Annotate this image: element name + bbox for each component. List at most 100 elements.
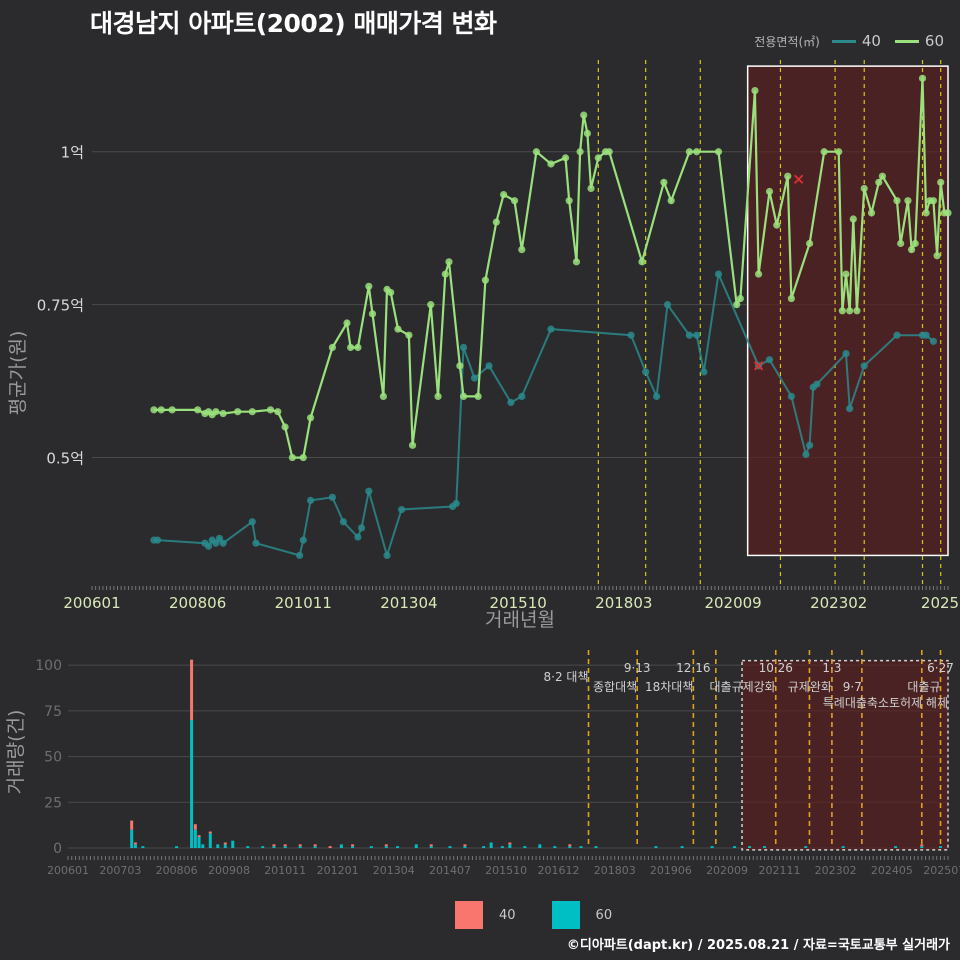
price-cross-marker [794,174,804,184]
volume-bar-40 [384,844,388,847]
price-point-60 [532,148,540,156]
volume-bar-40 [313,844,317,847]
volume-bar-60 [414,844,418,848]
source-caption: ©디아파트(dapt.kr) / 2025.08.21 / 자료=국토교통부 실… [566,938,950,953]
volume-event-date: 6·27 [927,661,954,675]
price-point-60 [594,154,602,162]
volume-event-date: 12·16 [676,661,710,675]
volume-x-tick-label: 201201 [317,864,359,877]
volume-bar-60 [579,846,583,848]
price-point-40 [219,539,227,547]
price-point-60 [234,408,242,416]
price-point-60 [846,307,854,315]
price-point-40 [765,356,774,364]
price-point-40 [922,331,930,339]
price-point-40 [398,505,406,514]
price-point-60 [929,197,938,205]
legend-box-60 [551,901,580,929]
volume-x-tick-label: 201510 [485,864,527,877]
price-point-60 [434,392,442,400]
volume-bar-60 [216,844,220,848]
legend-box-40 [455,901,483,929]
legend-volume: 40 60 [455,901,640,929]
price-point-60 [394,325,402,333]
volume-bar-60 [261,846,265,848]
price-point-60 [168,406,176,414]
volume-highlight-region [741,659,949,851]
volume-bar-60 [351,846,355,848]
volume-bar-60 [298,846,302,848]
price-point-60 [510,197,519,205]
volume-bar-60 [763,846,767,848]
price-point-60 [922,209,930,217]
price-point-60 [492,218,500,226]
volume-bar-60 [523,846,527,848]
price-point-60 [860,184,868,193]
volume-bar-60 [339,844,343,848]
volume-x-tick-label: 202111 [758,864,800,877]
price-x-tick-label: 201304 [380,594,437,612]
price-point-60 [835,148,843,156]
price-point-40 [452,499,460,508]
volume-bar-60 [894,846,898,848]
volume-bar-60 [804,846,808,848]
price-point-60 [306,414,315,422]
volume-x-tick-label: 200806 [156,864,198,877]
price-point-60 [838,307,846,315]
volume-y-tick-label: 25 [44,795,62,811]
price-point-40 [700,368,708,376]
volume-bar-60 [463,846,467,848]
price-y-tick-label: 1억 [61,144,84,162]
volume-bar-60 [190,720,194,848]
volume-y-axis-title: 거래량(건) [5,710,27,795]
price-point-40 [328,493,337,501]
volume-bar-60 [130,829,134,848]
price-x-tick-label: 201803 [595,594,652,612]
volume-x-tick-label: 201011 [264,864,306,877]
price-point-60 [944,209,952,217]
volume-bar-60 [939,846,943,848]
price-x-axis-title: 거래년월 [485,609,555,631]
price-point-60 [751,86,759,95]
volume-event-label: 종합대책 [593,679,637,694]
price-point-40 [802,450,810,459]
price-point-60 [408,441,417,449]
volume-bar-60 [201,844,205,848]
volume-event-label: 8·2 대책 [544,669,589,684]
price-point-40 [860,362,868,370]
volume-bar-60 [197,837,201,848]
volume-bar-60 [594,846,598,848]
volume-bar-40 [223,842,227,845]
price-point-40 [893,331,901,339]
volume-bar-40 [351,844,355,847]
price-point-60 [714,148,723,156]
price-point-60 [343,319,351,327]
volume-x-tick-label: 201803 [594,864,636,877]
price-point-40 [642,368,650,376]
price-point-40 [813,380,821,388]
price-point-60 [274,408,282,416]
volume-bar-60 [223,844,227,848]
price-point-60 [565,197,573,205]
price-point-40 [215,534,224,542]
volume-event-date: 1·3 [822,661,841,675]
price-point-60 [219,409,227,418]
volume-event-label: 대출규 [907,680,940,694]
price-point-40 [248,518,256,526]
volume-x-tick-label: 201906 [650,864,692,877]
price-point-60 [754,270,763,278]
price-point-60 [288,453,296,462]
price-point-60 [893,197,901,205]
price-point-40 [627,331,635,339]
price-point-60 [427,301,435,309]
price-point-40 [805,441,814,449]
volume-bar-40 [133,842,137,845]
volume-event-label: 18차대책 [645,679,693,694]
volume-bar-60 [369,846,373,848]
price-point-40 [299,536,307,544]
price-point-40 [685,331,693,339]
volume-bar-40 [130,820,134,830]
price-point-60 [897,239,905,248]
price-y-axis-title: 평균가(원) [7,331,29,416]
volume-x-tick-label: 201304 [373,864,415,877]
